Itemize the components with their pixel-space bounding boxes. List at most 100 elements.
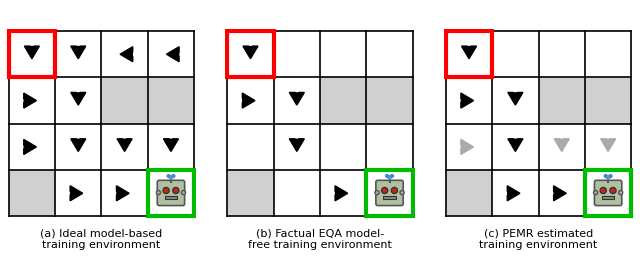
FancyArrow shape	[120, 47, 132, 62]
Bar	[539, 124, 585, 170]
Bar	[9, 170, 55, 216]
FancyArrow shape	[70, 186, 83, 201]
Bar	[492, 31, 539, 77]
Bar	[492, 170, 539, 216]
Bar	[492, 124, 539, 170]
Circle shape	[618, 191, 623, 195]
Bar	[274, 124, 320, 170]
Circle shape	[607, 176, 610, 179]
Bar	[274, 170, 320, 216]
Circle shape	[163, 188, 169, 194]
Bar	[101, 170, 148, 216]
Bar	[320, 77, 366, 124]
Bar	[55, 170, 101, 216]
Bar	[585, 124, 631, 170]
Bar	[148, 31, 194, 77]
Circle shape	[181, 191, 186, 195]
Text: (b) Factual EQA model-
free training environment: (b) Factual EQA model- free training env…	[248, 228, 392, 250]
FancyArrow shape	[24, 93, 36, 108]
Bar	[446, 124, 492, 170]
Bar	[148, 124, 194, 170]
Circle shape	[610, 188, 616, 194]
FancyArrow shape	[116, 186, 129, 201]
Bar	[366, 77, 413, 124]
Bar	[227, 124, 274, 170]
FancyArrow shape	[461, 139, 474, 155]
FancyArrow shape	[508, 186, 520, 201]
FancyArrow shape	[461, 46, 477, 59]
Bar	[9, 31, 55, 77]
Text: (a) Ideal model-based
training environment: (a) Ideal model-based training environme…	[40, 228, 163, 250]
FancyArrow shape	[71, 46, 86, 59]
FancyBboxPatch shape	[157, 180, 184, 206]
Bar	[101, 31, 148, 77]
Bar	[585, 170, 631, 216]
Bar	[585, 77, 631, 124]
FancyArrow shape	[461, 93, 474, 108]
FancyArrow shape	[600, 139, 616, 152]
Bar	[585, 31, 631, 77]
FancyArrow shape	[508, 139, 523, 152]
FancyArrow shape	[163, 139, 179, 152]
Bar	[446, 31, 492, 77]
Circle shape	[609, 175, 612, 177]
Bar	[320, 31, 366, 77]
Bar	[602, 196, 614, 199]
Bar	[164, 196, 177, 199]
Bar	[539, 77, 585, 124]
Bar	[227, 31, 274, 77]
Bar	[274, 31, 320, 77]
FancyArrow shape	[117, 139, 132, 152]
FancyArrow shape	[289, 139, 305, 152]
Bar	[366, 170, 413, 216]
Circle shape	[172, 175, 175, 177]
Bar	[227, 31, 274, 77]
Circle shape	[391, 188, 397, 194]
FancyArrow shape	[24, 46, 40, 59]
Bar	[492, 77, 539, 124]
FancyArrow shape	[554, 186, 566, 201]
FancyBboxPatch shape	[376, 180, 403, 206]
Circle shape	[604, 175, 607, 177]
Circle shape	[156, 191, 161, 195]
Bar	[55, 77, 101, 124]
Circle shape	[600, 188, 606, 194]
Circle shape	[173, 188, 179, 194]
Bar	[148, 170, 194, 216]
Bar	[446, 31, 492, 77]
FancyArrow shape	[243, 93, 255, 108]
FancyArrow shape	[243, 46, 258, 59]
Bar	[366, 170, 413, 216]
Bar	[383, 196, 396, 199]
Bar	[227, 170, 274, 216]
Circle shape	[400, 191, 404, 195]
Text: (c) PEMR estimated
training environment: (c) PEMR estimated training environment	[479, 228, 598, 250]
Bar	[585, 170, 631, 216]
Bar	[274, 77, 320, 124]
Circle shape	[386, 175, 388, 177]
Bar	[9, 31, 55, 77]
Bar	[539, 170, 585, 216]
Bar	[9, 77, 55, 124]
FancyArrow shape	[508, 92, 523, 105]
Bar	[148, 77, 194, 124]
Bar	[320, 170, 366, 216]
Circle shape	[390, 175, 394, 177]
Circle shape	[593, 191, 598, 195]
Bar	[227, 77, 274, 124]
FancyArrow shape	[71, 139, 86, 152]
Bar	[320, 124, 366, 170]
Bar	[101, 124, 148, 170]
Bar	[366, 31, 413, 77]
FancyArrow shape	[554, 139, 569, 152]
FancyArrow shape	[335, 186, 348, 201]
Bar	[9, 124, 55, 170]
Bar	[539, 31, 585, 77]
Bar	[446, 170, 492, 216]
Circle shape	[388, 176, 391, 179]
Bar	[366, 124, 413, 170]
Circle shape	[170, 176, 173, 179]
Circle shape	[375, 191, 379, 195]
Bar	[101, 77, 148, 124]
Bar	[148, 170, 194, 216]
